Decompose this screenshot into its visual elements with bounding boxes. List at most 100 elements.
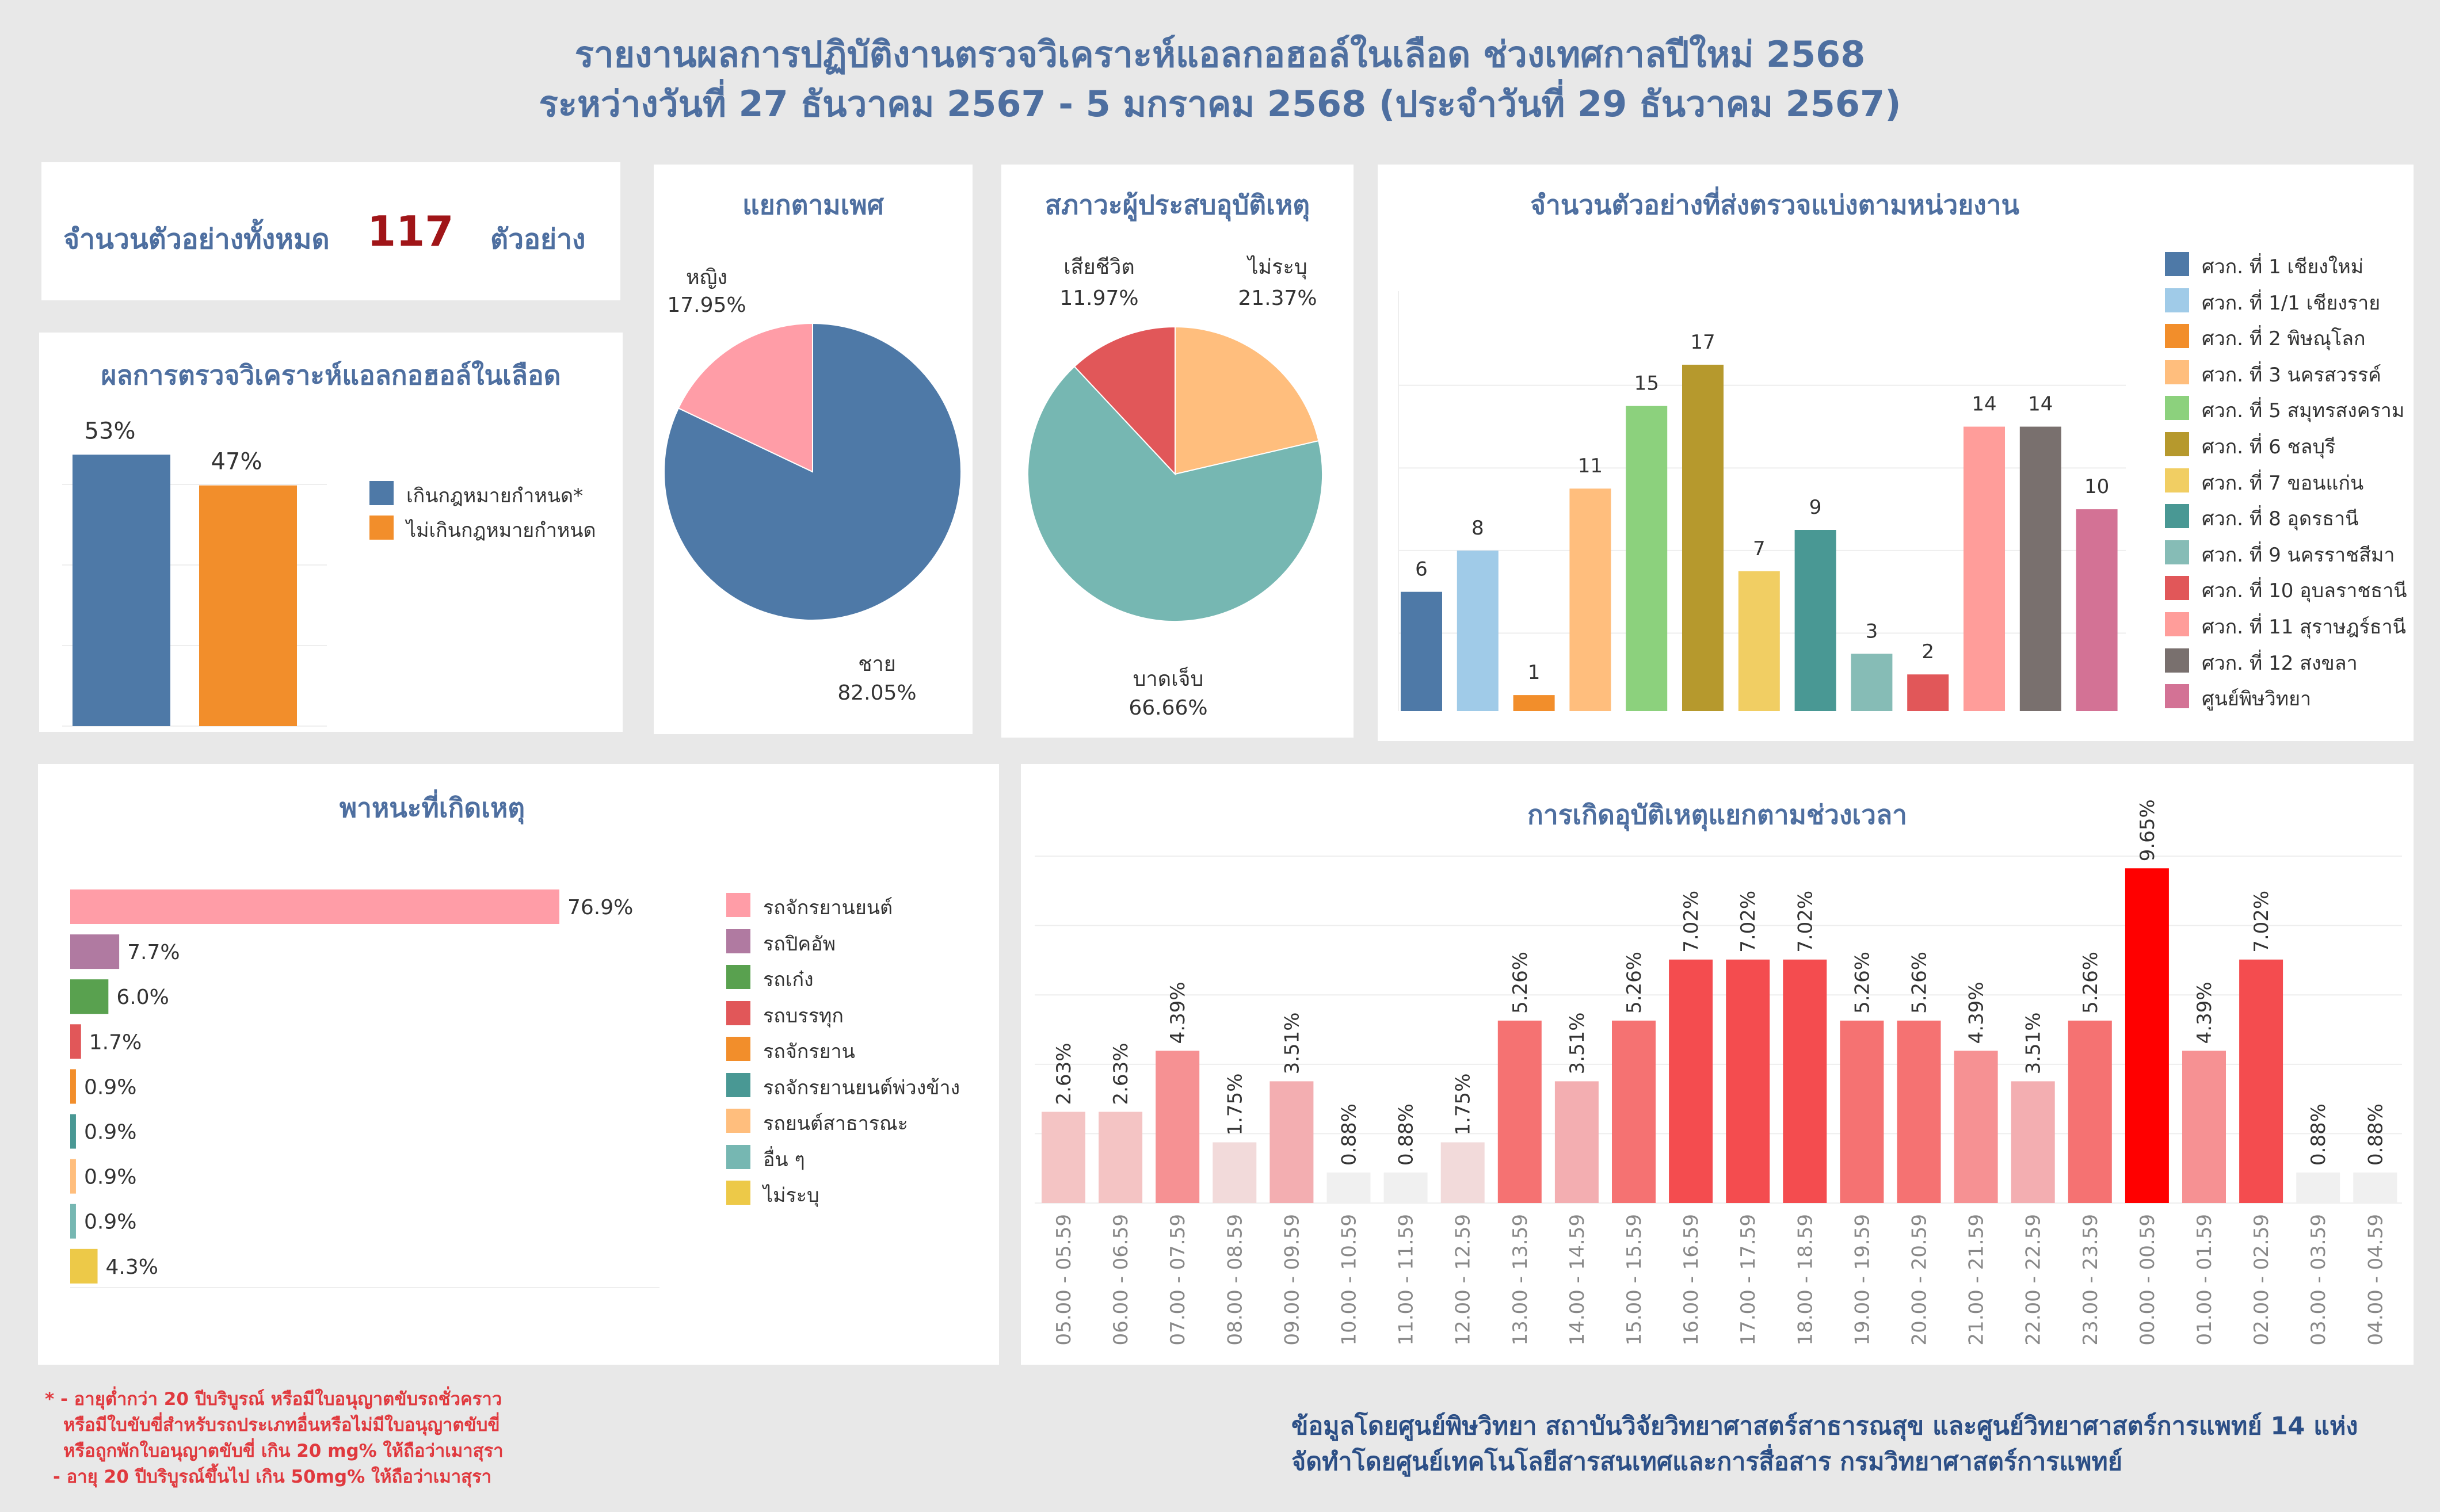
time-bar bbox=[1954, 1051, 1998, 1203]
legend-label: ศวก. ที่ 7 ขอนแก่น bbox=[2202, 471, 2364, 495]
time-bar bbox=[2296, 1172, 2340, 1203]
vehicle-bar-label: 0.9% bbox=[84, 1075, 136, 1099]
legend-swatch bbox=[726, 1181, 750, 1205]
time-title: การเกิดอุบัติเหตุแยกตามช่วงเวลา bbox=[1527, 799, 1907, 830]
vehicle-bar-label: 76.9% bbox=[567, 896, 633, 919]
vehicle-bar bbox=[70, 889, 559, 924]
legend-swatch bbox=[2165, 324, 2189, 349]
time-bar-label: 1.75% bbox=[1452, 1073, 1475, 1135]
time-tick-label: 14.00 - 14.59 bbox=[1566, 1214, 1589, 1346]
unit-bar bbox=[1851, 654, 1893, 711]
time-bar bbox=[2239, 959, 2283, 1203]
time-bar-label: 7.02% bbox=[1737, 891, 1760, 953]
vehicle-bar-label: 7.7% bbox=[127, 941, 180, 964]
unit-bar bbox=[1513, 695, 1555, 711]
time-bar-chart: 2.63% 05.00 - 05.59 2.63% 06.00 - 06.59 4.39… bbox=[1035, 799, 2402, 1346]
time-bar bbox=[2011, 1081, 2055, 1203]
time-bar-label: 5.26% bbox=[1851, 952, 1874, 1014]
legend-swatch bbox=[726, 1072, 750, 1097]
time-tick-label: 22.00 - 22.59 bbox=[2022, 1214, 2045, 1346]
unit-bar bbox=[2019, 426, 2061, 711]
total-samples-label: จำนวนตัวอย่างทั้งหมด bbox=[63, 223, 330, 255]
time-bar-label: 5.26% bbox=[1509, 952, 1532, 1014]
unit-bar bbox=[1738, 571, 1780, 711]
unit-bar bbox=[1569, 488, 1611, 711]
legend-label: รถจักรยาน bbox=[763, 1040, 855, 1063]
unit-legend: ศวก. ที่ 1 เชียงใหม่ศวก. ที่ 1/1 เชียงรา… bbox=[2165, 249, 2407, 711]
time-bar bbox=[1783, 959, 1827, 1203]
alcohol-bar-label: 47% bbox=[211, 449, 262, 475]
vehicle-bar bbox=[70, 1114, 76, 1149]
legend-swatch bbox=[2165, 432, 2189, 456]
unit-bar bbox=[1457, 550, 1499, 711]
footnote-line-4: - อายุ 20 ปีบริบูรณ์ขึ้นไป เกิน 50mg% ให… bbox=[53, 1467, 492, 1487]
gender-title: แยกตามเพศ bbox=[742, 189, 884, 220]
time-tick-label: 12.00 - 12.59 bbox=[1452, 1214, 1475, 1346]
status-label-name: ไม่ระบุ bbox=[1246, 255, 1307, 280]
vehicle-bar-label: 0.9% bbox=[84, 1121, 136, 1144]
status-slice bbox=[1073, 326, 1176, 476]
legend-swatch bbox=[726, 1037, 750, 1061]
time-bar bbox=[1326, 1172, 1371, 1203]
unit-bar-label: 2 bbox=[1922, 640, 1934, 663]
time-tick-label: 05.00 - 05.59 bbox=[1053, 1214, 1076, 1346]
credit-line-2: จัดทำโดยศูนย์เทคโนโลยีสารสนเทศและการสื่อ… bbox=[1291, 1448, 2122, 1476]
legend-label: รถเก๋ง bbox=[763, 968, 814, 991]
status-slice bbox=[1027, 365, 1323, 622]
legend-label: ศูนย์พิษวิทยา bbox=[2202, 688, 2312, 711]
alcohol-result-legend: เกินกฎหมายกำหนด* ไม่เกินกฎหมายกำหนด bbox=[369, 478, 617, 552]
legend-swatch bbox=[2165, 540, 2189, 564]
time-bar bbox=[1440, 1142, 1485, 1203]
legend-swatch bbox=[726, 893, 750, 917]
vehicle-bar-label: 1.7% bbox=[89, 1030, 142, 1054]
legend-label: ศวก. ที่ 6 ชลบุรี bbox=[2202, 436, 2336, 459]
vehicle-panel: พาหนะที่เกิดเหตุ 76.9% 7.7% 6.0% 1.7% 0.9% 0.… bbox=[38, 764, 999, 1365]
time-bar-label: 0.88% bbox=[2307, 1104, 2330, 1166]
unit-bar-label: 14 bbox=[2028, 393, 2053, 416]
legend-label: ศวก. ที่ 5 สมุทรสงคราม bbox=[2202, 399, 2405, 423]
vehicle-bar bbox=[70, 1159, 76, 1194]
vehicle-bar-label: 6.0% bbox=[116, 986, 169, 1009]
time-bar-label: 9.65% bbox=[2136, 799, 2159, 861]
time-bar-label: 5.26% bbox=[2079, 952, 2102, 1014]
time-bar-label: 3.51% bbox=[1280, 1012, 1303, 1074]
footnote-line-1: * - อายุต่ำกว่า 20 ปีบริบูรณ์ หรือมีใบอน… bbox=[45, 1389, 502, 1410]
legend-swatch bbox=[2165, 612, 2189, 636]
legend-label: ศวก. ที่ 9 นครราชสีมา bbox=[2202, 543, 2395, 567]
legend-label: ศวก. ที่ 1 เชียงใหม่ bbox=[2202, 255, 2364, 278]
status-slice bbox=[1175, 326, 1320, 475]
legend-swatch bbox=[2165, 288, 2189, 312]
time-bar-label: 1.75% bbox=[1223, 1073, 1246, 1135]
time-tick-label: 09.00 - 09.59 bbox=[1280, 1214, 1303, 1346]
vehicle-bar bbox=[70, 979, 109, 1014]
unit-panel: จำนวนตัวอย่างที่ส่งตรวจแบ่งตามหน่วยงาน 6… bbox=[1378, 165, 2414, 741]
report-title-line-1: รายงานผลการปฏิบัติงานตรวจวิเคราะห์แอลกอฮ… bbox=[574, 33, 1866, 75]
time-bar bbox=[1156, 1051, 1200, 1203]
unit-bar bbox=[1401, 591, 1442, 711]
gender-panel: แยกตามเพศ ชาย 82.05% หญิง 17.95% bbox=[654, 165, 973, 734]
status-label-name: บาดเจ็บ bbox=[1133, 666, 1204, 691]
unit-bar-label: 15 bbox=[1634, 372, 1659, 395]
time-bar-label: 5.26% bbox=[1623, 952, 1646, 1014]
victim-status-panel: สภาวะผู้ประสบอุบัติเหตุ ไม่ระบุ 21.37% บาด… bbox=[1001, 165, 1354, 738]
time-bar bbox=[1497, 1020, 1542, 1203]
vehicle-title: พาหนะที่เกิดเหตุ bbox=[339, 792, 525, 823]
time-bar bbox=[1099, 1112, 1143, 1203]
total-samples-unit: ตัวอย่าง bbox=[490, 223, 586, 255]
vehicle-bar bbox=[70, 1204, 76, 1239]
time-tick-label: 00.00 - 00.59 bbox=[2136, 1214, 2159, 1346]
status-label-name: เสียชีวิต bbox=[1063, 255, 1134, 279]
legend-label: ศวก. ที่ 1/1 เชียงราย bbox=[2202, 291, 2381, 315]
time-bar-label: 7.02% bbox=[2250, 891, 2273, 953]
gender-label-value: 82.05% bbox=[837, 681, 916, 705]
vehicle-bar bbox=[70, 1248, 98, 1284]
legend-label: รถปิคอัพ bbox=[763, 932, 836, 956]
time-bar bbox=[2125, 868, 2169, 1203]
time-bar-label: 7.02% bbox=[1680, 891, 1703, 953]
time-bar-label: 4.39% bbox=[1965, 982, 1988, 1044]
legend-label: รถบรรทุก bbox=[763, 1004, 844, 1028]
time-bar-label: 2.63% bbox=[1053, 1043, 1076, 1105]
time-bar-label: 7.02% bbox=[1794, 891, 1817, 953]
vehicle-bar bbox=[70, 1069, 76, 1104]
unit-bar bbox=[1794, 530, 1836, 711]
